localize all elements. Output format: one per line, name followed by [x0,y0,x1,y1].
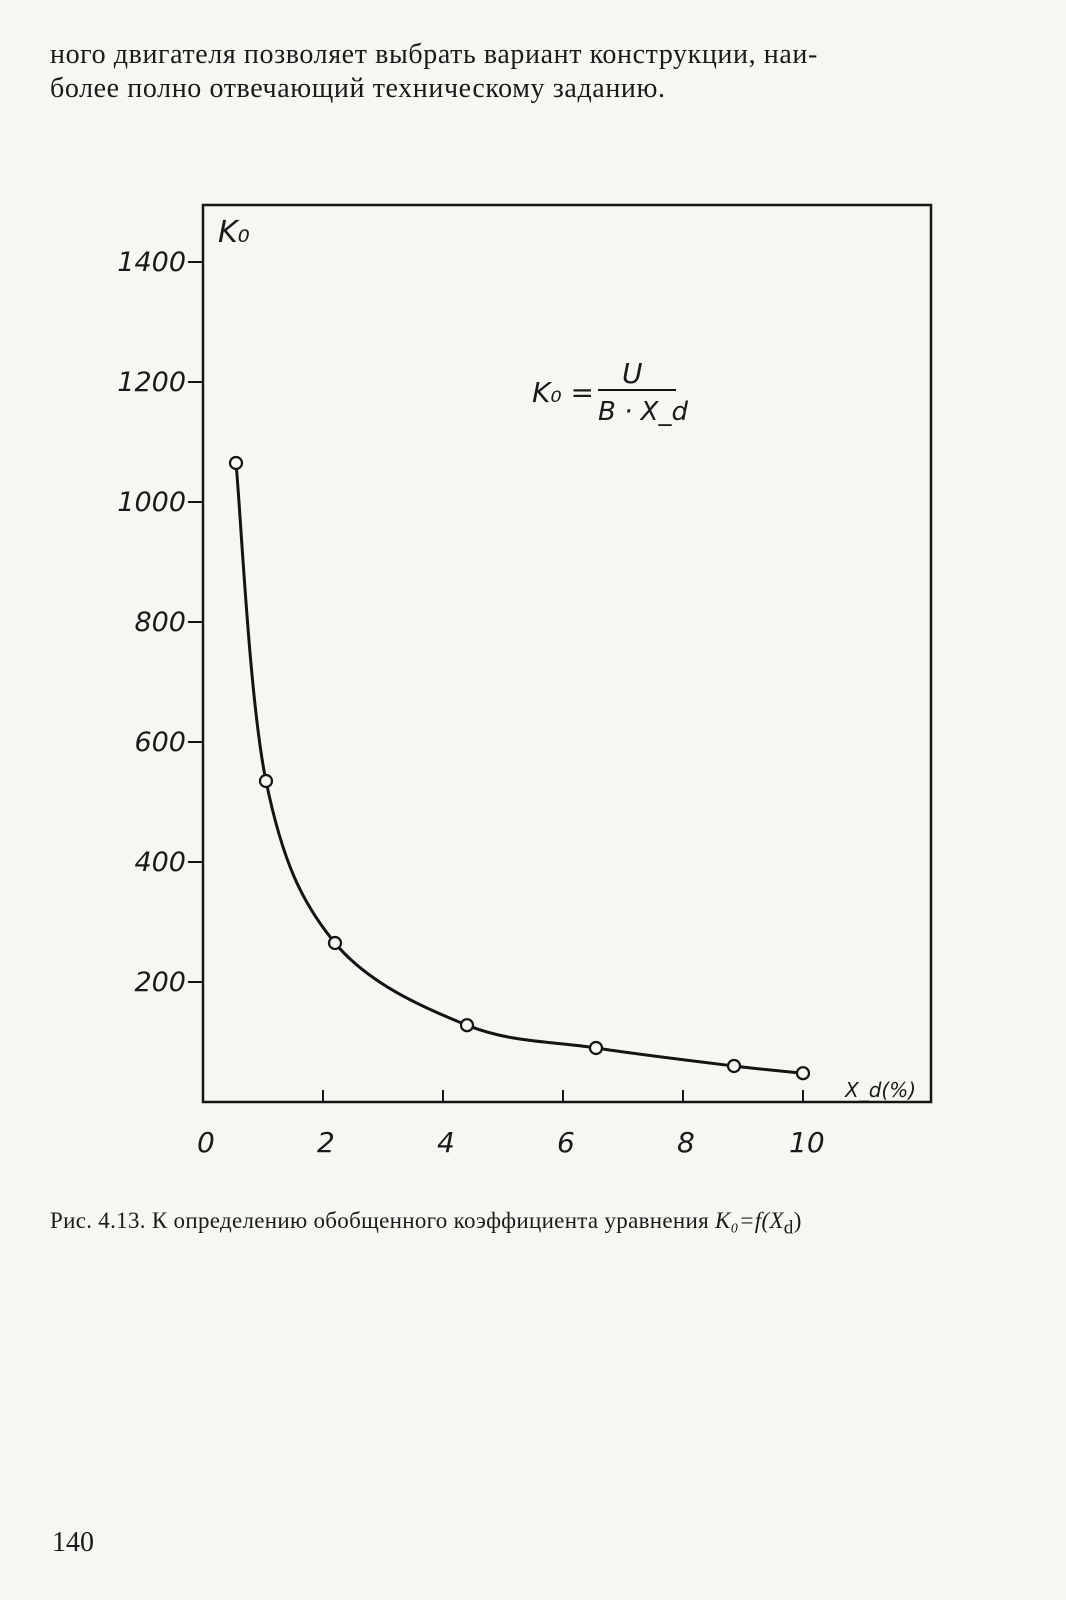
data-point [327,935,343,951]
intro-line-2: более полно отвечающий техническому зада… [50,73,666,104]
y-tick-label: 200 [134,967,186,998]
intro-line-1: ного двигателя позволяет выбрать вариант… [50,39,818,70]
y-tick-label: 600 [134,727,186,758]
x-tick-group: 0 2 4 6 8 10 [197,1090,825,1159]
formula: K₀ = U B · X_d [532,357,688,427]
data-point [228,455,244,471]
data-point-group [228,455,811,1081]
y-axis-label: K₀ [218,215,250,250]
data-point [459,1018,475,1033]
caption-prefix: Рис. 4.13. К определению обобщенного коэ… [50,1208,716,1233]
data-point [588,1040,604,1056]
x-axis-label: X_d(%) [844,1078,916,1102]
y-tick-label: 1200 [117,367,186,398]
y-tick-label: 400 [134,847,186,878]
caption-formula: K₀=f(X [715,1208,784,1233]
y-tick-group: 200 400 600 800 1000 1200 1400 [117,247,203,998]
y-tick-label: 1000 [117,487,186,518]
data-point [795,1066,811,1081]
intro-text: ного двигателя позволяет выбрать вариант… [50,38,1030,106]
figure-caption: Рис. 4.13. К определению обобщенного коэ… [50,1208,1040,1240]
x-tick-label: 4 [437,1126,455,1159]
data-point [258,773,274,789]
formula-numerator: U [622,357,643,390]
plot-frame [201,203,933,1104]
caption-formula-end: ) [793,1208,802,1233]
page-number: 140 [52,1527,94,1558]
x-tick-label: 0 [197,1126,215,1159]
x-tick-label: 8 [677,1126,695,1159]
data-point [726,1058,742,1074]
x-tick-label: 6 [557,1126,575,1159]
series-curve [234,462,804,1075]
y-tick-label: 800 [134,607,186,638]
y-tick-label: 1400 [117,247,186,278]
caption-formula-sub: d [783,1217,794,1239]
x-tick-label: 10 [789,1126,825,1159]
formula-lhs: K₀ = [532,376,594,409]
formula-denominator: B · X_d [598,397,688,427]
x-tick-label: 2 [317,1126,335,1159]
